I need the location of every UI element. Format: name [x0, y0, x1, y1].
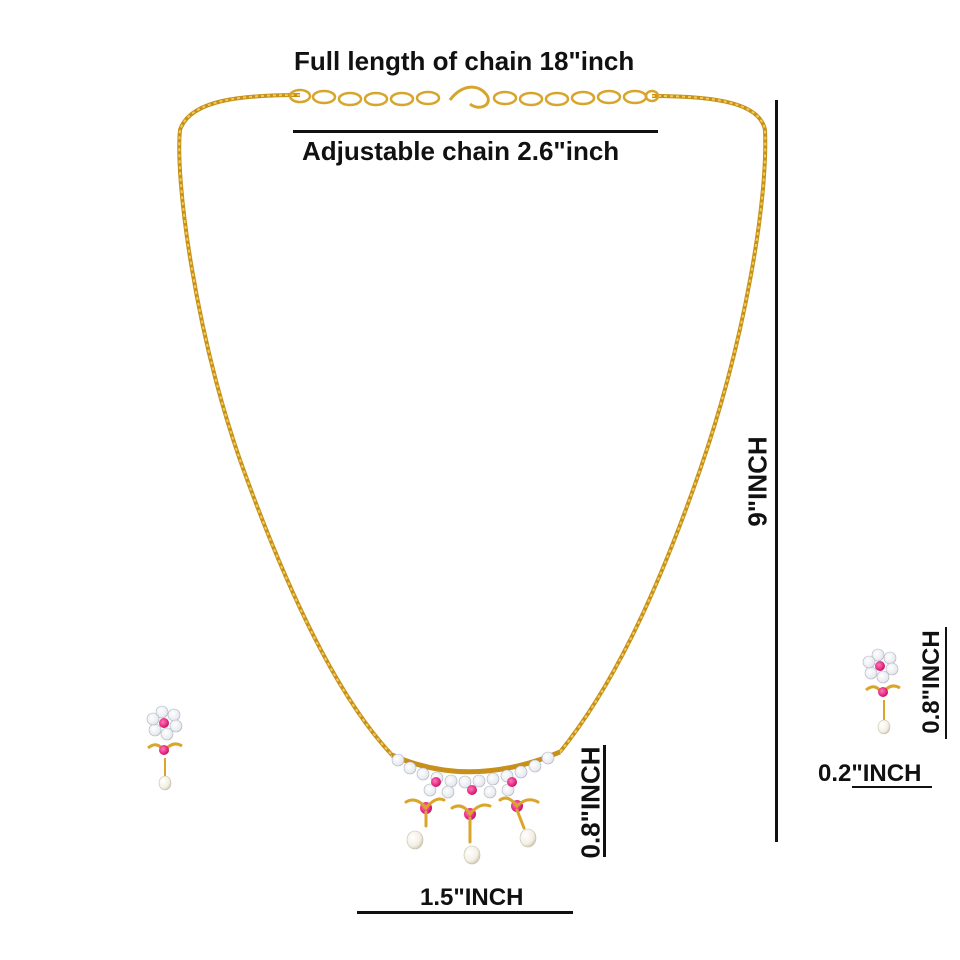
drop-length-line: [775, 100, 778, 842]
pendant-height-line: [603, 745, 606, 857]
full-length-label: Full length of chain 18"inch: [294, 46, 635, 76]
pendant-crystals: [391, 751, 555, 799]
adjustable-extender: [288, 85, 660, 109]
earring-height-label: 0.8"INCH: [918, 630, 945, 734]
pendant-gold-leaves: [404, 796, 540, 844]
earring-width-label: 0.2"INCH: [818, 760, 922, 787]
earring-right: [862, 648, 901, 735]
necklace-chain: [177, 93, 768, 757]
pendant-pearls: [406, 828, 537, 865]
pendant-width-label: 1.5"INCH: [420, 884, 524, 911]
earring-height-line: [945, 627, 947, 739]
earring-width-underline: [852, 786, 932, 788]
pendant-height-label: 0.8"INCH: [575, 746, 606, 859]
adjustable-underline: [293, 130, 658, 133]
pendant: [390, 749, 561, 865]
drop-length-label: 9"INCH: [742, 436, 773, 527]
earring-left: [146, 705, 183, 791]
adjustable-label: Adjustable chain 2.6"inch: [302, 136, 620, 166]
pendant-width-line: [357, 911, 573, 914]
